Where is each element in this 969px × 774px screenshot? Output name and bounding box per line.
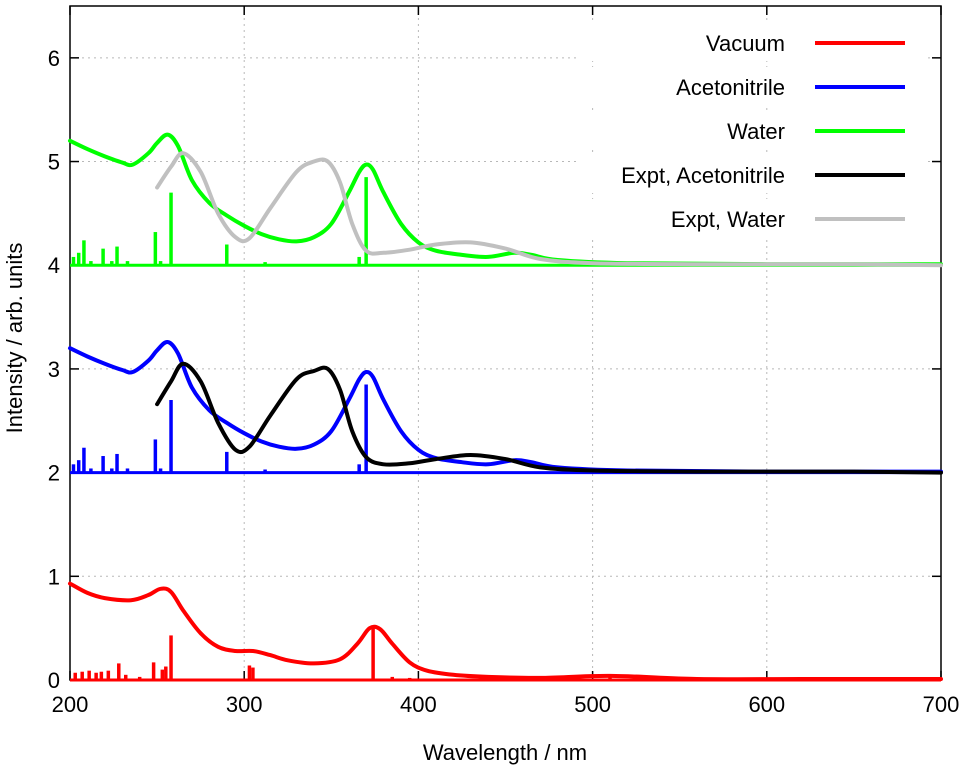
legend-label-expt-water: Expt, Water (671, 207, 785, 232)
line-expt-acetonitrile (155, 361, 943, 475)
y-tick-label: 0 (48, 668, 60, 693)
legend-label-vacuum: Vacuum (706, 31, 785, 56)
y-tick-label: 1 (48, 564, 60, 589)
series-acetonitrile (68, 339, 943, 475)
y-axis-label: Intensity / arb. units (2, 243, 27, 434)
x-axis-label: Wavelength / nm (423, 740, 587, 765)
x-tick-label: 600 (748, 692, 785, 717)
series-expt-acetonitrile (155, 361, 943, 475)
legend-label-acetonitrile: Acetonitrile (676, 75, 785, 100)
y-tick-label: 5 (48, 150, 60, 175)
x-tick-label: 700 (923, 692, 960, 717)
line-acetonitrile (68, 339, 943, 474)
line-expt-water (155, 151, 943, 268)
x-tick-label: 500 (574, 692, 611, 717)
x-tick-label: 200 (52, 692, 89, 717)
plot-border (69, 5, 942, 681)
x-tick-label: 300 (226, 692, 263, 717)
legend-label-expt-acetonitrile: Expt, Acetonitrile (621, 163, 785, 188)
series-expt-water (155, 151, 943, 268)
grid-lines (70, 6, 941, 680)
line-vacuum (68, 581, 943, 682)
y-tick-label: 2 (48, 461, 60, 486)
legend: Vacuum Acetonitrile Water Expt, Acetonitril… (580, 23, 925, 237)
y-tick-label: 3 (48, 357, 60, 382)
axis-ticks: 200 300 400 500 600 700 0 1 2 3 4 5 6 (48, 6, 960, 717)
series-layer (68, 132, 943, 682)
plot-frame (69, 5, 942, 681)
x-tick-label: 400 (400, 692, 437, 717)
series-vacuum (68, 581, 943, 682)
y-tick-label: 6 (48, 46, 60, 71)
legend-label-water: Water (727, 119, 785, 144)
y-tick-label: 4 (48, 253, 60, 278)
